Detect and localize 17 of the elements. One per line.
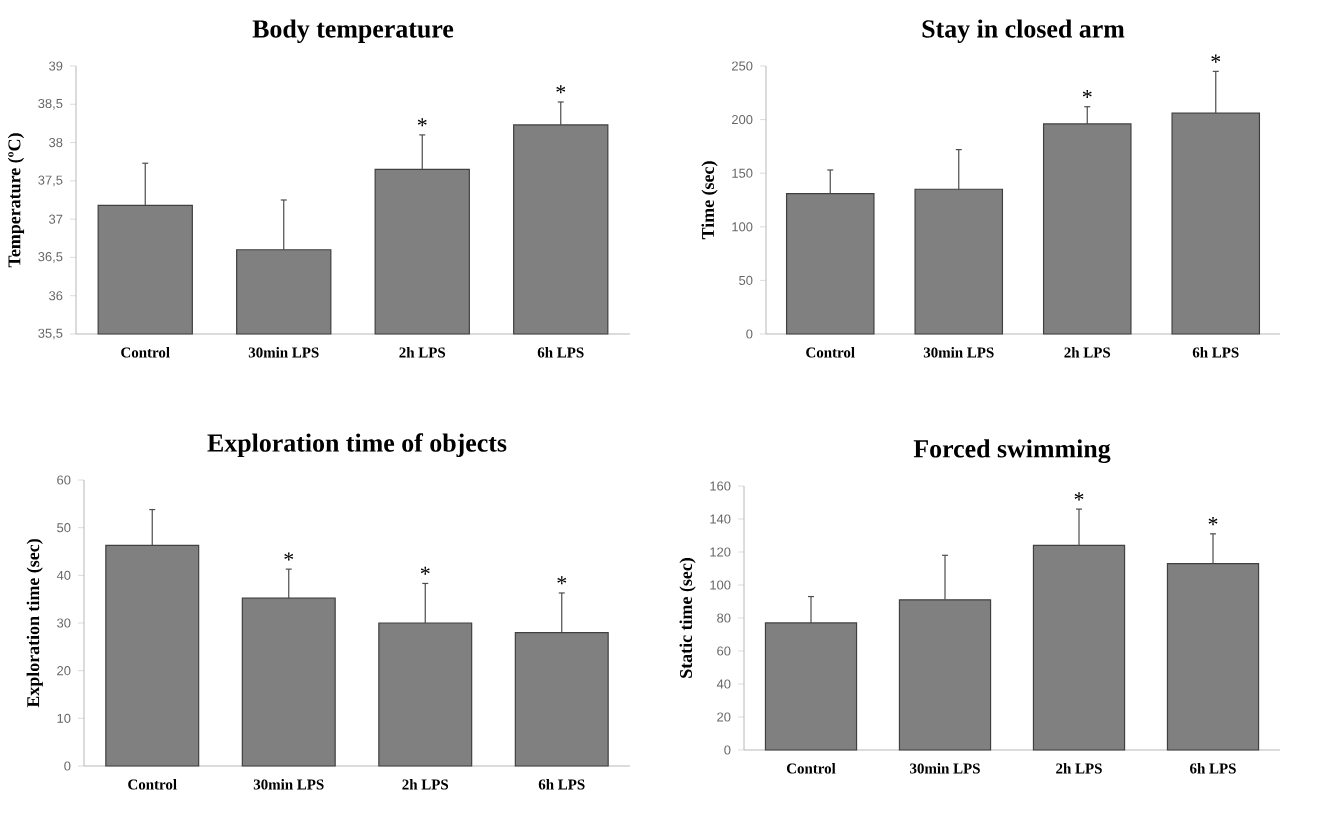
annotation: *	[1208, 517, 1218, 526]
y-axis-title: Static time (sec)	[679, 558, 696, 678]
annotation: *	[417, 118, 427, 127]
annotation: *	[1082, 89, 1092, 99]
annotation: *	[1211, 54, 1221, 63]
y-axis-title: Exploration time (sec)	[26, 539, 43, 708]
annotation: *	[557, 576, 567, 585]
annotation: *	[1074, 492, 1084, 501]
annotation: *	[556, 85, 566, 94]
chart-title: Exploration time of objects	[207, 433, 507, 457]
y-axis-title: Time (sec)	[701, 161, 718, 240]
y-axis-title: Temperature (ºC)	[7, 133, 25, 268]
annotation: *	[284, 552, 294, 561]
annotation: *	[420, 566, 430, 575]
chart-title: Stay in closed arm	[922, 19, 1125, 43]
chart-title: Forced swimming	[913, 439, 1111, 464]
chart-title: Body temperature	[252, 19, 454, 43]
